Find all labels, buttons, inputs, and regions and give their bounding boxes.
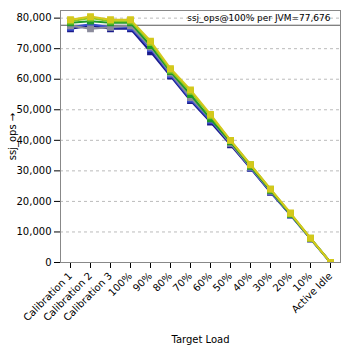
- svg-text:40%: 40%: [231, 270, 255, 294]
- svg-text:Calibration 2: Calibration 2: [41, 270, 95, 324]
- svg-text:70,000: 70,000: [17, 43, 52, 54]
- svg-text:ssj_ops →: ssj_ops →: [7, 113, 19, 160]
- svg-text:10,000: 10,000: [17, 226, 52, 237]
- svg-text:100%: 100%: [106, 270, 134, 298]
- svg-text:80%: 80%: [151, 270, 175, 294]
- svg-text:Active Idle: Active Idle: [289, 270, 334, 315]
- svg-text:30%: 30%: [251, 270, 275, 294]
- svg-text:40,000: 40,000: [17, 135, 52, 146]
- svg-text:0: 0: [45, 257, 51, 268]
- svg-text:Calibration 1: Calibration 1: [21, 270, 75, 324]
- svg-text:60,000: 60,000: [17, 73, 52, 84]
- svg-text:30,000: 30,000: [17, 165, 52, 176]
- svg-text:20%: 20%: [271, 270, 295, 294]
- svg-text:20,000: 20,000: [17, 196, 52, 207]
- svg-text:60%: 60%: [191, 270, 215, 294]
- svg-text:90%: 90%: [131, 270, 155, 294]
- svg-text:70%: 70%: [171, 270, 195, 294]
- svg-text:10%: 10%: [290, 270, 315, 294]
- svg-text:Calibration 3: Calibration 3: [61, 270, 114, 323]
- svg-text:80,000: 80,000: [17, 12, 52, 23]
- svg-text:ssj_ops@100% per JVM=77,676: ssj_ops@100% per JVM=77,676: [187, 13, 331, 23]
- svg-text:50,000: 50,000: [17, 104, 52, 115]
- svg-text:50%: 50%: [211, 270, 235, 294]
- svg-text:Target Load: Target Load: [170, 334, 229, 345]
